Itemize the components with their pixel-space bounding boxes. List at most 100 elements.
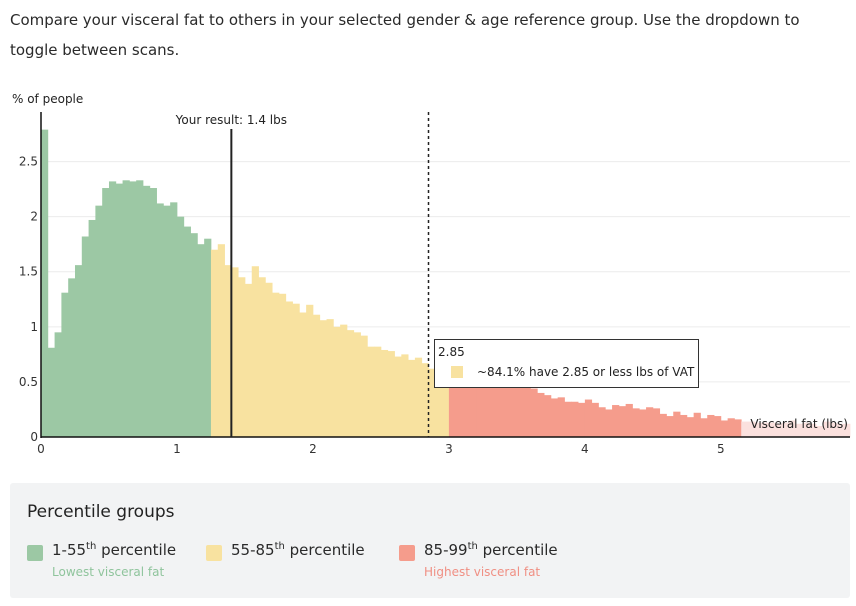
histogram-bar[interactable] bbox=[306, 304, 314, 437]
histogram-bar[interactable] bbox=[523, 386, 531, 437]
histogram-bar[interactable] bbox=[516, 385, 525, 437]
histogram-bar[interactable] bbox=[489, 381, 497, 437]
histogram-bar[interactable] bbox=[816, 425, 824, 437]
histogram-bar[interactable] bbox=[482, 379, 491, 437]
histogram-bar[interactable] bbox=[673, 411, 681, 437]
histogram-bar[interactable] bbox=[829, 422, 837, 437]
histogram-bar[interactable] bbox=[360, 335, 368, 437]
histogram-bar[interactable] bbox=[530, 388, 538, 437]
histogram-bar[interactable] bbox=[129, 181, 137, 437]
histogram-bar[interactable] bbox=[387, 351, 395, 437]
histogram-bar[interactable] bbox=[802, 422, 810, 437]
histogram-bar[interactable] bbox=[285, 301, 293, 437]
histogram-bar[interactable] bbox=[836, 423, 844, 437]
histogram-bar[interactable] bbox=[272, 292, 280, 437]
histogram-bar[interactable] bbox=[340, 324, 348, 437]
histogram-bar[interactable] bbox=[435, 367, 443, 437]
histogram-bar[interactable] bbox=[414, 357, 423, 437]
histogram-bars[interactable] bbox=[41, 129, 851, 437]
histogram-bar[interactable] bbox=[455, 373, 463, 437]
histogram-bar[interactable] bbox=[428, 368, 436, 437]
histogram-bar[interactable] bbox=[299, 312, 307, 437]
histogram-bar[interactable] bbox=[550, 398, 559, 437]
histogram-bar[interactable] bbox=[149, 188, 157, 437]
histogram-bar[interactable] bbox=[598, 407, 606, 437]
histogram-bar[interactable] bbox=[217, 244, 225, 437]
histogram-bar[interactable] bbox=[496, 383, 504, 437]
histogram-bar[interactable] bbox=[768, 422, 776, 437]
histogram-bar[interactable] bbox=[584, 399, 593, 437]
histogram-bar[interactable] bbox=[367, 346, 375, 437]
histogram-bar[interactable] bbox=[734, 419, 742, 437]
histogram-bar[interactable] bbox=[183, 226, 191, 437]
histogram-bar[interactable] bbox=[421, 363, 429, 437]
histogram-bar[interactable] bbox=[646, 407, 654, 437]
histogram-bar[interactable] bbox=[190, 233, 198, 437]
histogram-bar[interactable] bbox=[88, 219, 96, 437]
histogram-bar[interactable] bbox=[448, 373, 457, 437]
histogram-bar[interactable] bbox=[462, 369, 470, 437]
histogram-bar[interactable] bbox=[265, 282, 273, 437]
histogram-bar[interactable] bbox=[782, 422, 790, 437]
histogram-bar[interactable] bbox=[680, 414, 688, 437]
histogram-bar[interactable] bbox=[41, 129, 49, 437]
histogram-bar[interactable] bbox=[156, 203, 164, 437]
histogram-bar[interactable] bbox=[394, 356, 402, 437]
histogram-bar[interactable] bbox=[204, 238, 212, 437]
histogram-bar[interactable] bbox=[54, 332, 62, 437]
histogram-bar[interactable] bbox=[843, 423, 851, 437]
histogram-bar[interactable] bbox=[469, 366, 477, 437]
histogram-bar[interactable] bbox=[557, 397, 565, 437]
histogram-bar[interactable] bbox=[775, 423, 783, 437]
histogram-bar[interactable] bbox=[380, 349, 389, 437]
histogram-bar[interactable] bbox=[612, 405, 620, 437]
histogram-bar[interactable] bbox=[686, 417, 695, 437]
histogram-bar[interactable] bbox=[312, 314, 321, 437]
histogram-bar[interactable] bbox=[618, 406, 627, 437]
histogram-bar[interactable] bbox=[176, 216, 185, 437]
histogram-bar[interactable] bbox=[251, 266, 259, 437]
histogram-bar[interactable] bbox=[238, 277, 246, 437]
histogram-bar[interactable] bbox=[788, 420, 797, 437]
histogram-bar[interactable] bbox=[81, 236, 89, 437]
histogram-bar[interactable] bbox=[353, 332, 361, 437]
histogram-bar[interactable] bbox=[401, 354, 409, 437]
histogram-bar[interactable] bbox=[537, 392, 545, 437]
histogram-bar[interactable] bbox=[741, 421, 749, 437]
histogram-bar[interactable] bbox=[544, 395, 552, 437]
histogram-bar[interactable] bbox=[408, 359, 416, 437]
histogram-bar[interactable] bbox=[754, 422, 763, 437]
histogram-bar[interactable] bbox=[326, 319, 334, 437]
histogram-bar[interactable] bbox=[319, 320, 327, 437]
histogram-bar[interactable] bbox=[244, 283, 253, 437]
histogram-bar[interactable] bbox=[632, 408, 640, 437]
histogram-bar[interactable] bbox=[605, 409, 613, 437]
histogram-bar[interactable] bbox=[224, 265, 232, 437]
histogram-bar[interactable] bbox=[102, 188, 110, 437]
histogram-bar[interactable] bbox=[231, 267, 239, 437]
histogram-bar[interactable] bbox=[714, 416, 722, 437]
histogram-bar[interactable] bbox=[578, 402, 586, 437]
histogram-bar[interactable] bbox=[510, 381, 518, 437]
histogram-bar[interactable] bbox=[795, 423, 803, 437]
histogram-bar[interactable] bbox=[170, 202, 178, 437]
histogram-bar[interactable] bbox=[333, 326, 341, 437]
histogram-bar[interactable] bbox=[122, 180, 130, 437]
histogram-bar[interactable] bbox=[809, 423, 817, 437]
histogram-bar[interactable] bbox=[47, 347, 55, 437]
histogram-bar[interactable] bbox=[822, 421, 831, 437]
histogram-bar[interactable] bbox=[442, 364, 450, 437]
histogram-bar[interactable] bbox=[693, 412, 701, 437]
histogram-bar[interactable] bbox=[625, 403, 633, 437]
histogram-bar[interactable] bbox=[68, 278, 76, 437]
histogram-bar[interactable] bbox=[278, 293, 287, 437]
histogram-bar[interactable] bbox=[571, 401, 579, 437]
histogram-bar[interactable] bbox=[720, 420, 729, 437]
histogram-bar[interactable] bbox=[639, 409, 647, 437]
histogram-bar[interactable] bbox=[748, 421, 756, 437]
histogram-bar[interactable] bbox=[258, 277, 266, 437]
histogram-bar[interactable] bbox=[659, 413, 667, 437]
histogram-bar[interactable] bbox=[761, 422, 769, 437]
histogram-bar[interactable] bbox=[707, 414, 715, 437]
histogram-bar[interactable] bbox=[74, 265, 83, 437]
